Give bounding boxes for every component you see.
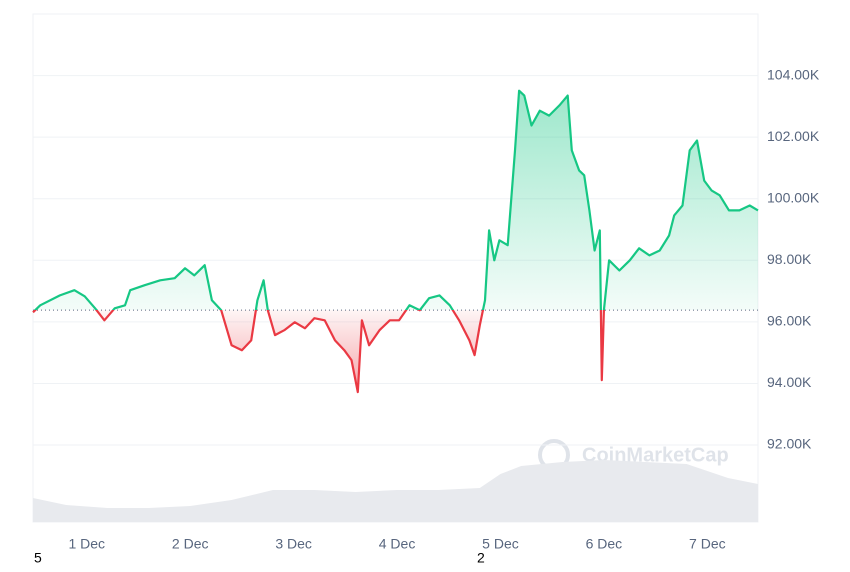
x-tick-label: 1 Dec bbox=[68, 536, 105, 552]
stray-label: 5 bbox=[34, 550, 42, 566]
x-tick-label: 4 Dec bbox=[379, 536, 416, 552]
y-tick-label: 98.00K bbox=[767, 251, 812, 267]
y-tick-label: 94.00K bbox=[767, 374, 812, 390]
y-tick-label: 104.00K bbox=[767, 66, 820, 82]
x-tick-label: 6 Dec bbox=[586, 536, 623, 552]
y-tick-label: 96.00K bbox=[767, 313, 812, 329]
y-tick-label: 92.00K bbox=[767, 436, 812, 452]
volume-area bbox=[33, 460, 758, 522]
price-line bbox=[32, 89, 759, 394]
x-tick-label: 5 Dec bbox=[482, 536, 519, 552]
y-tick-label: 102.00K bbox=[767, 128, 820, 144]
x-tick-label: 3 Dec bbox=[275, 536, 312, 552]
stray-label: 2 bbox=[477, 550, 485, 566]
x-tick-label: 7 Dec bbox=[689, 536, 726, 552]
price-area bbox=[33, 90, 758, 393]
y-tick-label: 100.00K bbox=[767, 189, 820, 205]
x-tick-label: 2 Dec bbox=[172, 536, 209, 552]
